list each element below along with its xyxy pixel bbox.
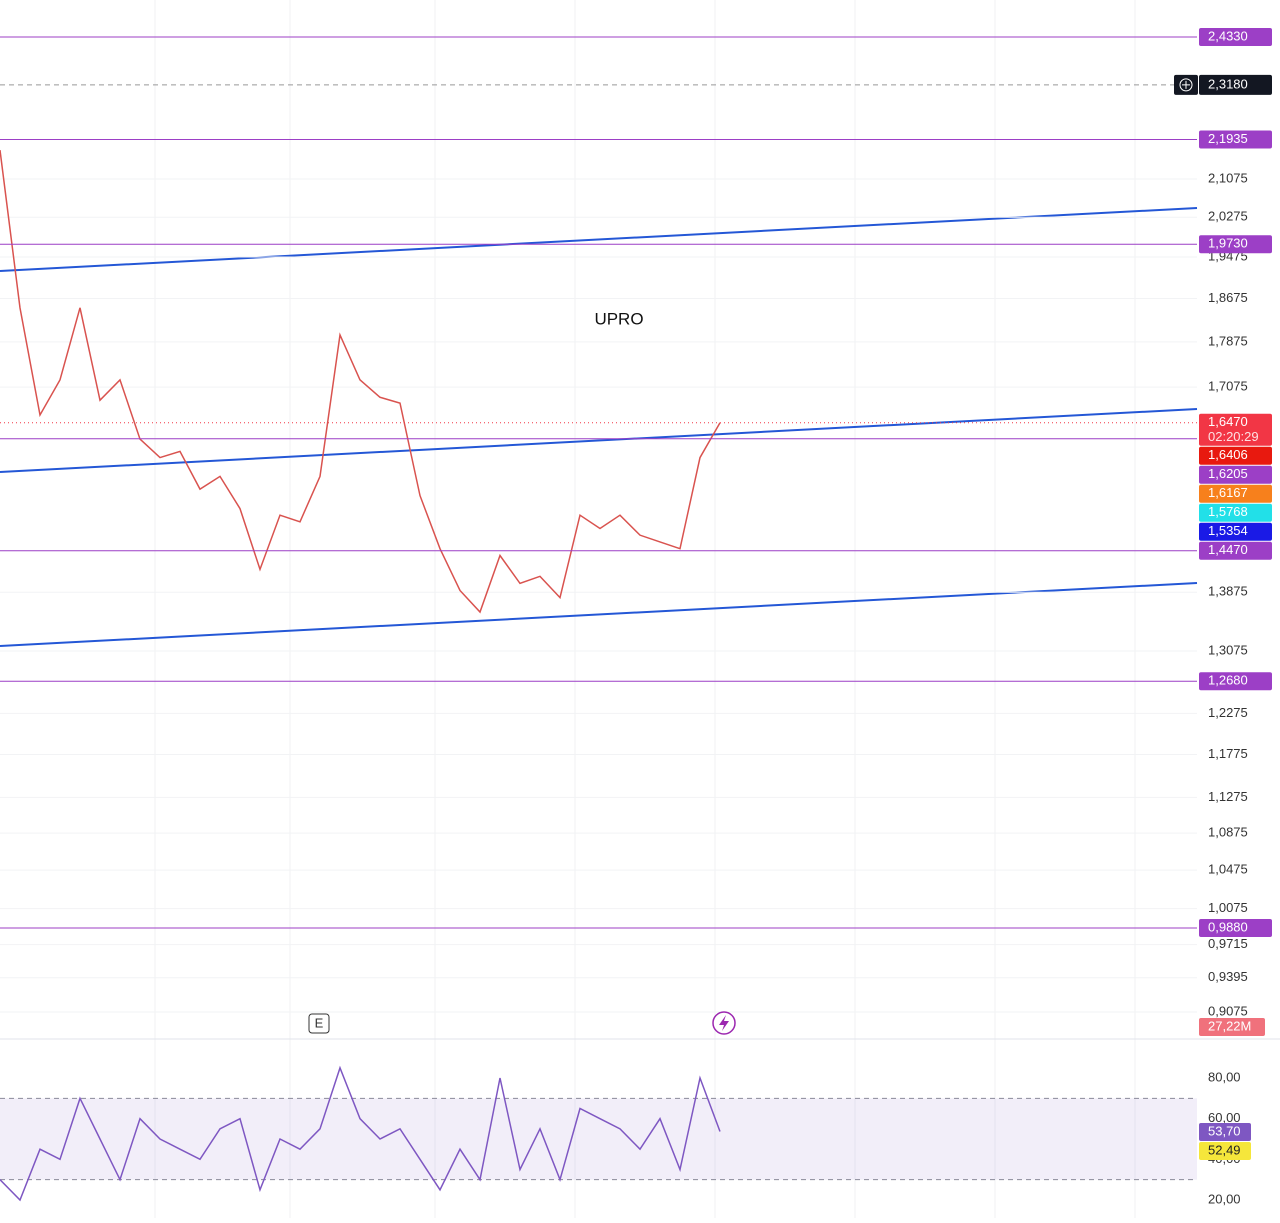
price-tick-label: 1,0475 [1208,862,1248,877]
earnings-marker[interactable]: E [315,1015,324,1030]
price-label-bg [1199,446,1272,465]
price-label: 1,6406 [1208,447,1248,462]
price-tick-label: 1,7075 [1208,379,1248,394]
price-label: 2,4330 [1208,28,1248,43]
price-tick-label: 1,1275 [1208,789,1248,804]
price-tick-label: 0,9715 [1208,936,1248,951]
price-label: 1,6167 [1208,485,1248,500]
rsi-label-bg [1199,1142,1251,1160]
crosshair-plus [1179,78,1193,92]
chart-title: UPRO [594,309,643,328]
price-tick-label: 1,7875 [1208,333,1248,348]
price-tick-label: 1,1775 [1208,746,1248,761]
rsi-line [0,1065,721,1202]
price-label: 1,4470 [1208,542,1248,557]
rsi-band [0,1098,1197,1180]
price-label-bg [1199,130,1272,149]
price-label-bg [1199,484,1272,503]
price-label: 1,2680 [1208,673,1248,688]
crosshair-label: 2,3180 [1208,76,1248,91]
price-label: 1,6205 [1208,466,1248,481]
price-label: 1,6470 [1208,414,1248,429]
price-label-bg [1199,28,1272,47]
crosshair-plus-glyph [1182,80,1190,89]
countdown: 02:20:29 [1208,429,1259,444]
price-label-bg [1199,235,1272,254]
price-tick-label: 2,1075 [1208,170,1248,185]
price-label-bg [1199,672,1272,691]
price-tick-label: 0,9075 [1208,1003,1248,1018]
price-label: 1,9730 [1208,236,1248,251]
plot: 2,10752,02751,94751,86751,78751,70751,38… [0,28,1272,1206]
price-tick-label: 1,2275 [1208,705,1248,720]
price-tick-label: 1,0075 [1208,900,1248,915]
earnings-badge[interactable] [308,1013,330,1034]
price-tick-label: 2,0275 [1208,209,1248,224]
price-label: 1,5354 [1208,523,1248,538]
trend-lines [0,207,1198,647]
rsi-tick-label: 80,00 [1208,1069,1241,1084]
rsi-label: 53,70 [1208,1123,1241,1138]
crosshair-label-bg [1199,74,1272,95]
price-tick-label: 1,0875 [1208,825,1248,840]
price-label-bg [1199,503,1272,522]
price-tick-label: 1,8675 [1208,290,1248,305]
price-line [0,150,721,614]
flash-glyph [719,1015,729,1031]
price-label: 0,9880 [1208,919,1248,934]
price-label: 1,5768 [1208,504,1248,519]
volume-label-bg [1199,1018,1265,1036]
volume-label: 27,22M [1208,1018,1251,1033]
rsi-label-bg [1199,1123,1251,1141]
price-label-bg [1199,918,1272,937]
price-label-bg [1199,465,1272,484]
price-tick-label: 0,9395 [1208,969,1248,984]
price-tick-label: 1,3875 [1208,584,1248,599]
rsi-tick-label: 20,00 [1208,1191,1241,1206]
rsi-tick-label: 60,00 [1208,1110,1241,1125]
rsi-label: 52,49 [1208,1142,1241,1157]
price-tick-label: 1,3075 [1208,642,1248,657]
price-label-bg [1199,541,1272,560]
price-label-bg [1199,522,1272,541]
price-label: 2,1935 [1208,131,1248,146]
price-label-bg [1199,413,1272,446]
